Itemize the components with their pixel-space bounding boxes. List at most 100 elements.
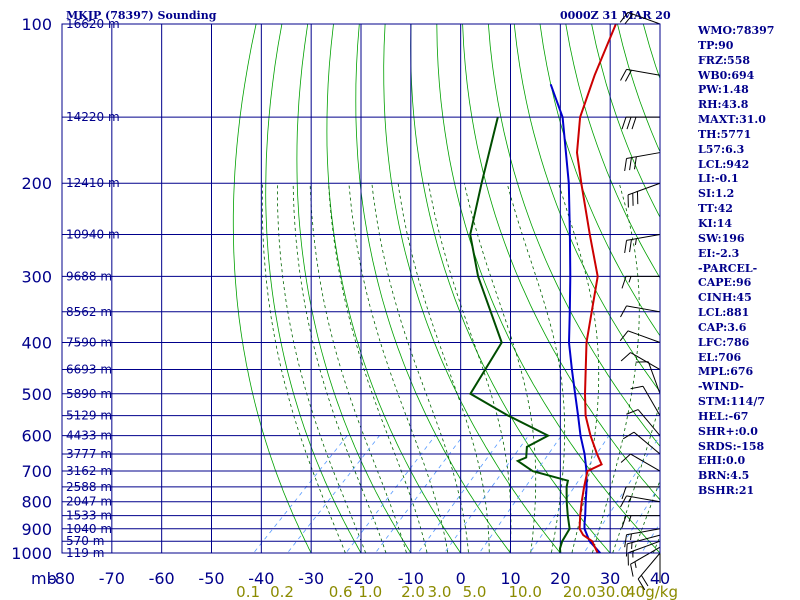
pressure-tick-label: 900 [21, 520, 52, 539]
wind-barb-flag [637, 578, 646, 591]
dewpoint-profile-line [469, 116, 571, 553]
wind-barb-flag [621, 276, 627, 289]
wind-barb-shaft [626, 68, 661, 76]
wind-barb [622, 431, 661, 455]
wind-barb-halfflag [630, 533, 632, 541]
height-label: 12410 m [66, 176, 120, 190]
mixing-ratio-line [641, 522, 660, 553]
height-label: 1533 m [66, 509, 112, 523]
wind-barb [620, 495, 661, 508]
wind-barb-shaft [630, 352, 661, 370]
index-item: CINH:45 [698, 291, 752, 305]
moist-adiabat-line [558, 183, 600, 553]
wind-barb-flag [620, 305, 627, 318]
wind-barb [621, 486, 660, 500]
dry-adiabat-line [355, 24, 511, 553]
wind-barb-flag [620, 352, 631, 362]
wind-barb-shaft [633, 431, 661, 455]
moist-adiabat-line [292, 183, 387, 553]
mixing-ratio-line [374, 435, 464, 553]
wind-barb [637, 552, 661, 591]
height-label: 3777 m [66, 447, 112, 461]
wind-barb [630, 546, 661, 577]
wind-barb [620, 453, 661, 472]
temperature-tick-label: 10 [500, 569, 520, 588]
pressure-tick-label: 400 [21, 333, 52, 352]
temperature-tick-label: -40 [248, 569, 274, 588]
wind-barb [630, 385, 661, 416]
height-label: 14220 m [66, 110, 120, 124]
index-item: BRN:4.5 [698, 469, 750, 483]
wind-barb-flag [624, 69, 632, 82]
index-item: L57:6.3 [698, 142, 745, 156]
index-item: LCL:942 [698, 157, 750, 171]
wind-barb-flag [620, 495, 627, 508]
mixing-ratio-line [286, 435, 380, 553]
wind-barb-flag [630, 385, 644, 390]
wind-barb [627, 540, 661, 566]
pressure-tick-label: 200 [21, 174, 52, 193]
dry-adiabat-line [462, 24, 660, 501]
height-label: 5890 m [66, 387, 112, 401]
pressure-tick-label: 700 [21, 462, 52, 481]
height-label: 6693 m [66, 363, 112, 377]
temperature-tick-label: -80 [49, 569, 75, 588]
index-item: -WIND- [698, 380, 744, 394]
index-item: STM:114/7 [698, 395, 765, 409]
moist-adiabat-line [261, 183, 346, 553]
index-item: WMO:78397 [698, 24, 775, 37]
mixing-ratio-line [253, 435, 348, 553]
index-item: LFC:786 [698, 335, 750, 349]
wind-barb-flag [624, 13, 634, 25]
wind-barb [619, 330, 661, 343]
height-label: 10940 m [66, 228, 120, 242]
height-label: 9688 m [66, 269, 112, 283]
moist-adiabats [261, 183, 660, 553]
wind-barb-shaft [642, 385, 661, 416]
dry-adiabat-line [436, 24, 660, 553]
wind-barb-shaft [627, 182, 661, 196]
wind-barb [626, 409, 661, 436]
wind-barb-shaft [626, 152, 661, 159]
dry-adiabats [232, 24, 660, 553]
dry-adiabat-line [488, 24, 660, 447]
wind-barb [624, 528, 661, 548]
temperature-tick-label: 30 [600, 569, 620, 588]
height-label: 7590 m [66, 335, 112, 349]
index-item: BSHR:21 [698, 484, 755, 498]
pressure-tick-label: 1000 [11, 544, 52, 563]
index-item: FRZ:558 [698, 53, 751, 67]
temperature-tick-label: -50 [198, 569, 224, 588]
mixing-ratio-line [345, 435, 436, 553]
temperature-tick-label: 0 [456, 569, 466, 588]
wind-barb-flag [629, 157, 632, 171]
height-label: 4433 m [66, 429, 112, 443]
moist-adiabat-line [397, 183, 490, 553]
pressure-tick-label: 500 [21, 385, 52, 404]
plot-frame [61, 23, 661, 554]
mixing-ratio-label: 20.0 [563, 583, 596, 600]
wind-barb [635, 361, 661, 394]
height-label: 3162 m [66, 464, 112, 478]
wind-barb-flag [621, 486, 627, 500]
index-item: LCL:881 [698, 306, 750, 320]
mixing-ratio-line [443, 435, 529, 553]
wind-barb [621, 116, 660, 130]
index-item: TT:42 [698, 202, 733, 216]
wind-barb-flag [626, 116, 632, 130]
mixing-ratio-label: 0.6 [329, 583, 353, 600]
wind-barb-shaft [637, 552, 661, 580]
dry-adiabat-line [565, 24, 660, 279]
wind-barb [621, 515, 660, 528]
wind-barb-shaft [630, 453, 661, 472]
wind-barb-flag [624, 240, 628, 253]
wind-profile [619, 11, 661, 591]
wind-barb-shaft [627, 540, 661, 554]
moist-adiabat-line [506, 183, 566, 553]
wind-barb-halfflag [634, 238, 637, 246]
index-item: TP:90 [698, 38, 734, 52]
index-item: KI:14 [698, 216, 733, 230]
wind-barb-flag [640, 574, 649, 587]
wind-barb-halfflag [628, 515, 632, 522]
mixing-ratio-label: 10.0 [508, 583, 541, 600]
